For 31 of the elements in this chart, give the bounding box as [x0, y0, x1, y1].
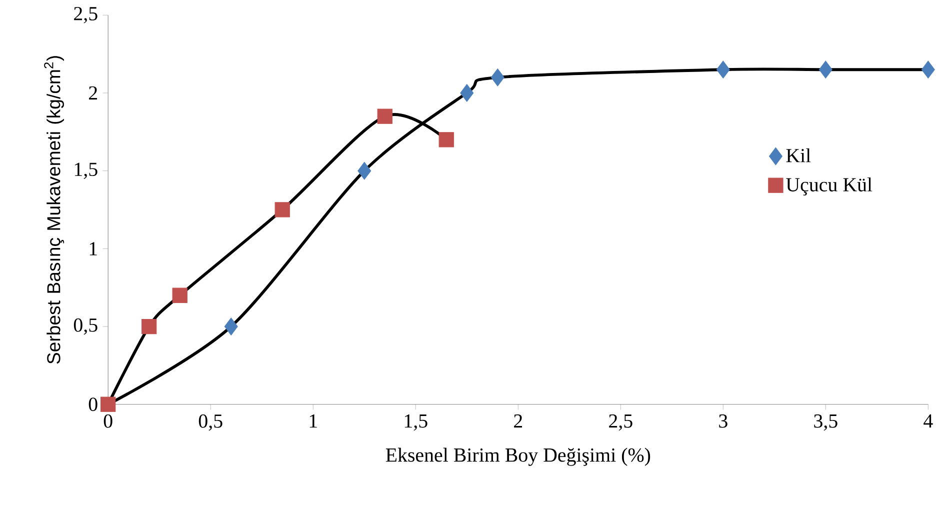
x-tick-label: 2: [514, 414, 522, 428]
x-tick-label: 1: [310, 414, 317, 428]
y-tick-label: 2,5: [74, 6, 98, 24]
point: [142, 318, 157, 334]
x-tick-label: 0: [104, 414, 112, 428]
point: [438, 132, 454, 148]
y-tick-label: 2: [89, 86, 97, 100]
x-tick-label: 1,5: [404, 414, 428, 430]
point: [358, 162, 372, 180]
x-tick-label: 4: [924, 414, 933, 428]
y-tick-label: 1: [90, 242, 97, 256]
point: [274, 202, 290, 218]
point: [377, 108, 392, 124]
y-tick-label: 0: [88, 398, 98, 411]
point: [172, 288, 188, 303]
point: [818, 60, 832, 78]
y-tick-label: 1,5: [74, 162, 98, 179]
y-axis-title: Serbest Basınç Mukavemeti (kg/cm$^{2}$): [44, 56, 64, 364]
x-tick-label: 3,5: [814, 414, 838, 430]
legend-label: Kil: [786, 148, 811, 162]
point: [100, 396, 116, 412]
point: [716, 60, 730, 78]
x-tick-label: 0,5: [198, 414, 222, 431]
legend-label: Uçucu Kül: [786, 177, 872, 196]
point: [460, 84, 474, 102]
x-tick-label: 3: [719, 414, 728, 428]
y-tick-label: 0,5: [74, 318, 98, 335]
x-tick-label: 2,5: [609, 414, 632, 430]
point: [490, 68, 504, 86]
point: [224, 317, 238, 336]
x-axis-title: Eksenel Birim Boy Değişimi (%): [386, 448, 650, 466]
